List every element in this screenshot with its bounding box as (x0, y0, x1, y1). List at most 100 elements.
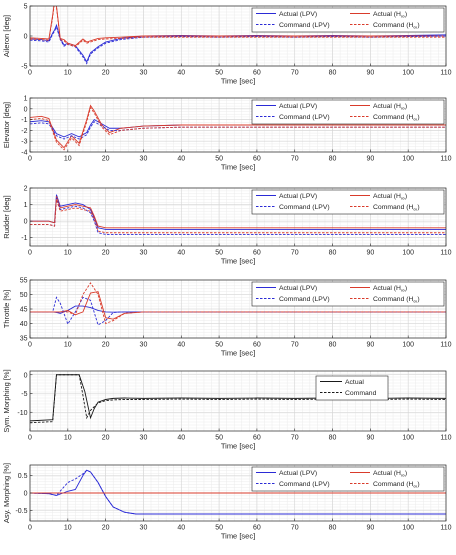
legend: Actual (LPV) Actual (H∞) Command (LPV) Comm… (251, 281, 445, 307)
x-axis-label: Time [sec] (221, 349, 255, 358)
x-tick-label: 100 (402, 156, 414, 163)
series-line-actual-h (30, 196, 446, 229)
y-tick-label: -5 (21, 64, 27, 71)
x-tick-label: 20 (102, 250, 110, 257)
x-tick-label: 50 (215, 435, 223, 442)
y-axis-label: Throttle [%] (2, 290, 11, 328)
x-tick-label: 20 (102, 342, 110, 349)
x-tick-label: 90 (366, 70, 374, 77)
legend: Actual (LPV) Actual (H∞) Command (LPV) Comm… (251, 466, 445, 492)
axes-frame (29, 187, 447, 247)
x-tick-label: 50 (215, 156, 223, 163)
x-tick-label: 10 (64, 435, 72, 442)
y-tick-label: -10 (17, 410, 27, 417)
x-tick-label: 0 (28, 156, 32, 163)
y-tick-label: 45 (20, 307, 28, 314)
x-tick-label: 90 (366, 342, 374, 349)
x-tick-label: 10 (64, 156, 72, 163)
x-tick-label: 80 (329, 70, 337, 77)
legend-entry-actual-lpv: Actual (LPV) (279, 11, 317, 18)
legend-box (251, 99, 445, 125)
x-tick-label: 80 (329, 342, 337, 349)
y-tick-label: 55 (20, 278, 28, 285)
y-tick-label: -1 (21, 235, 27, 242)
x-tick-label: 100 (402, 525, 414, 532)
series-line-actual-h (30, 104, 446, 149)
x-tick-label: 30 (140, 525, 148, 532)
x-tick-label: 0 (28, 525, 32, 532)
x-axis-label: Time [sec] (221, 257, 255, 266)
legend: Actual (LPV) Actual (H∞) Command (LPV) Comm… (251, 99, 445, 125)
legend-box (315, 375, 389, 401)
x-tick-label: 70 (291, 250, 299, 257)
series-line-command-h (30, 6, 446, 48)
x-tick-label: 100 (402, 435, 414, 442)
x-axis-label: Time [sec] (221, 532, 255, 541)
x-tick-label: 10 (64, 250, 72, 257)
series-line-command-h (30, 282, 446, 325)
series-line-actual-lpv (30, 194, 446, 230)
series-line-command-lpv (30, 197, 446, 235)
legend-entry-actual-lpv: Actual (LPV) (279, 285, 317, 292)
x-tick-label: 40 (177, 435, 185, 442)
x-tick-label: 100 (402, 342, 414, 349)
legend-entry-command: Command (345, 390, 377, 397)
x-tick-label: 0 (28, 70, 32, 77)
x-tick-label: 110 (440, 70, 451, 77)
x-tick-label: 60 (253, 435, 261, 442)
x-tick-label: 110 (440, 250, 451, 257)
x-tick-label: 50 (215, 250, 223, 257)
y-tick-label: -3 (21, 139, 27, 146)
legend-box (251, 189, 445, 215)
series-line-command-h (30, 199, 446, 234)
y-tick-label: 0 (24, 372, 28, 379)
x-tick-label: 90 (366, 435, 374, 442)
series-line-command-lpv (30, 469, 446, 515)
legend-entry-actual-lpv: Actual (LPV) (279, 103, 317, 110)
y-axis-label: Sym. Morphing [%] (2, 369, 11, 432)
y-tick-label: 35 (20, 336, 28, 343)
x-axis-label: Time [sec] (221, 442, 255, 451)
x-tick-label: 60 (253, 342, 261, 349)
subplot-5: 0 10 20 30 40 50 60 70 80 90 100 110 -10 -5 0 Time [sec… (2, 369, 452, 450)
x-tick-label: 90 (366, 525, 374, 532)
y-tick-label: 1 (24, 202, 28, 209)
x-tick-label: 30 (140, 250, 148, 257)
x-tick-label: 20 (102, 435, 110, 442)
x-tick-label: 30 (140, 70, 148, 77)
y-axis-label: Rudder [deg] (2, 195, 11, 238)
legend-entry-actual-lpv: Actual (LPV) (279, 193, 317, 200)
x-tick-label: 10 (64, 342, 72, 349)
legend-entry-actual-lpv: Actual (LPV) (279, 470, 317, 477)
y-tick-label: -0.5 (15, 508, 27, 515)
legend-entry-command-lpv: Command (LPV) (279, 204, 330, 211)
x-tick-label: 30 (140, 342, 148, 349)
y-axis-label: Elevator [deg] (2, 102, 11, 148)
x-tick-label: 100 (402, 70, 414, 77)
legend-entry-command-h: Command (H∞) (373, 114, 420, 123)
y-axis-label: Aileron [deg] (2, 15, 11, 57)
subplot-6: 0 10 20 30 40 50 60 70 80 90 100 110 -0.5 0 0.5 Time [s… (2, 463, 452, 541)
legend-entry-actual-h: Actual (H∞) (373, 11, 407, 20)
x-tick-label: 40 (177, 156, 185, 163)
x-tick-label: 30 (140, 156, 148, 163)
x-tick-label: 110 (440, 156, 451, 163)
x-tick-label: 70 (291, 435, 299, 442)
x-tick-label: 30 (140, 435, 148, 442)
legend: Actual (LPV) Actual (H∞) Command (LPV) Comm… (251, 189, 445, 215)
x-tick-label: 20 (102, 525, 110, 532)
x-tick-label: 40 (177, 70, 185, 77)
x-tick-label: 60 (253, 156, 261, 163)
series-line-actual-h (30, 6, 446, 47)
x-tick-label: 80 (329, 435, 337, 442)
x-tick-label: 50 (215, 525, 223, 532)
x-tick-label: 60 (253, 525, 261, 532)
x-tick-label: 70 (291, 156, 299, 163)
subplot-2: 0 10 20 30 40 50 60 70 80 90 100 110 -4 -3 -2 -1 0 1 Time … (2, 96, 452, 172)
x-tick-label: 0 (28, 250, 32, 257)
x-tick-label: 80 (329, 156, 337, 163)
y-tick-label: 5 (24, 4, 28, 11)
x-tick-label: 60 (253, 70, 261, 77)
